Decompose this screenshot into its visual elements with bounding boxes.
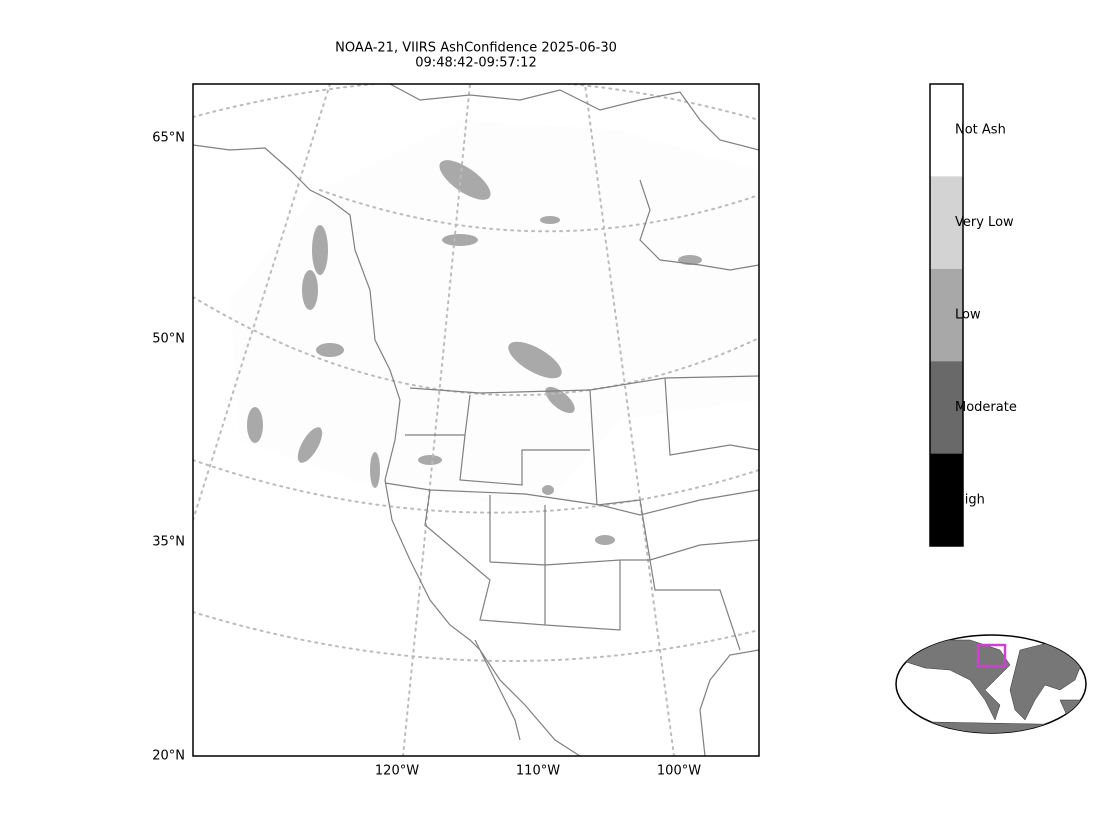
lat-label: 20°N — [152, 749, 185, 764]
colorbar-label: Very Low — [955, 215, 1014, 230]
ash-pixels — [247, 160, 702, 545]
lon-label: 100°W — [657, 764, 701, 779]
lon-label: 110°W — [516, 764, 560, 779]
colorbar-label: Low — [955, 308, 981, 323]
title-line: NOAA-21, VIIRS AshConfidence 2025-06-30 — [335, 41, 617, 56]
map-frame — [192, 83, 760, 757]
colorbar-segment — [930, 268, 963, 362]
globe-inset — [895, 634, 1087, 734]
title-line: 09:48:42-09:57:12 — [415, 56, 536, 71]
graticule — [193, 84, 759, 756]
colorbar-segment — [930, 176, 963, 269]
lat-label: 50°N — [152, 332, 185, 347]
colorbar-label: High — [955, 492, 985, 507]
colorbar-label: Not Ash — [955, 123, 1006, 138]
title: NOAA-21, VIIRS AshConfidence 2025-06-300… — [335, 41, 617, 71]
lat-label: 65°N — [152, 131, 185, 146]
colorbar-segment — [930, 453, 963, 546]
colorbar-segment — [930, 361, 963, 454]
lat-label: 35°N — [152, 535, 185, 550]
colorbar-label: Moderate — [955, 400, 1017, 415]
map — [193, 84, 759, 756]
coastlines — [193, 84, 759, 756]
colorbar: Not Ash Very Low Low Moderate High — [929, 83, 1017, 547]
lon-label: 120°W — [375, 764, 419, 779]
colorbar-frame — [929, 83, 964, 547]
swath — [230, 120, 759, 510]
colorbar-segment — [930, 84, 963, 177]
